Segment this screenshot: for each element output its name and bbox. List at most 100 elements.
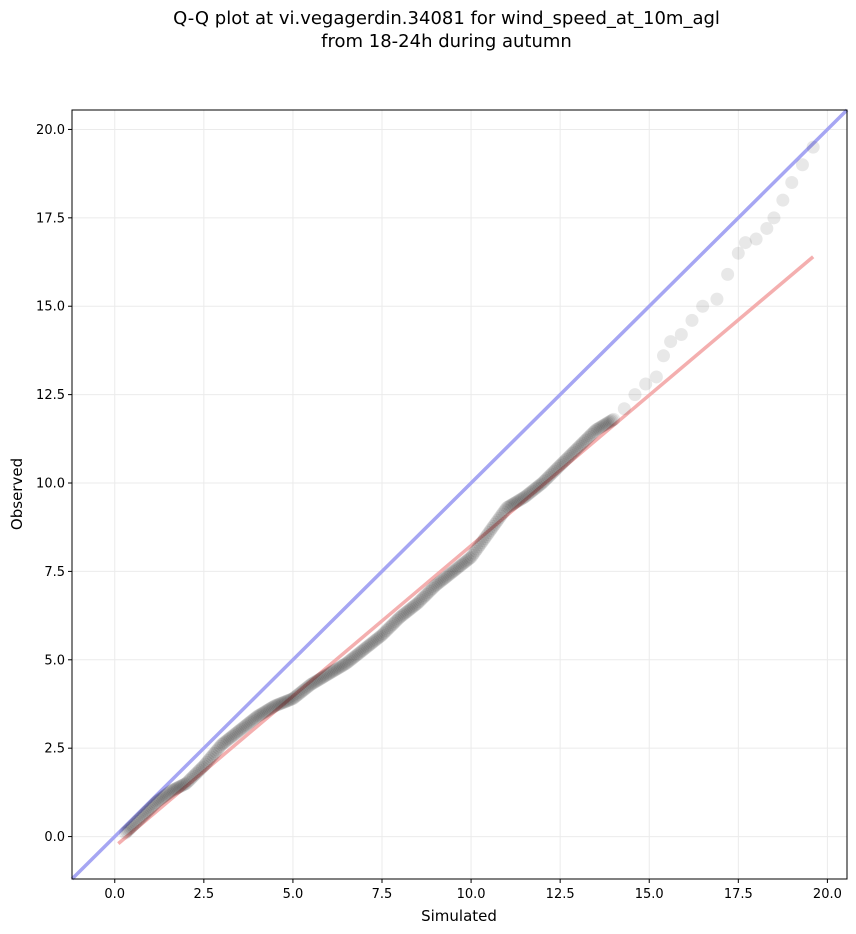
data-point [420,587,434,601]
data-point [264,701,278,715]
data-point [136,808,150,822]
data-point [172,780,186,794]
data-point [314,671,328,685]
data-point [409,597,423,611]
data-point [339,656,353,670]
data-point [685,313,699,327]
data-point [215,738,229,752]
x-tick-label: 7.5 [372,887,393,902]
x-axis-label: Simulated [421,907,497,925]
data-point [528,482,542,496]
data-point [222,732,236,746]
data-point [473,538,487,552]
data-point [323,666,337,680]
data-point [437,571,451,585]
data-point [461,553,475,567]
data-point [160,787,174,801]
data-point [359,641,373,655]
data-point [371,632,385,646]
data-point [244,714,258,728]
data-point [278,695,292,709]
data-point [418,589,432,603]
data-point [525,484,539,498]
data-point [138,807,152,821]
data-point [292,687,306,701]
data-point [512,494,526,508]
data-point [350,648,364,662]
data-point [228,727,242,741]
y-tick-label: 15.0 [36,300,65,315]
data-point [738,236,752,250]
data-point [146,798,160,812]
x-tick-label: 10.0 [457,887,486,902]
data-point [311,673,325,687]
data-point [130,814,144,828]
data-point [384,619,398,633]
data-point [411,596,425,610]
data-point [368,634,382,648]
data-point [333,660,347,674]
data-point [598,418,612,432]
data-point [142,803,156,817]
data-point [501,500,515,514]
data-point [442,568,456,582]
data-point [664,335,678,349]
data-point [241,716,255,730]
data-point [562,449,576,463]
data-point [378,625,392,639]
data-point [540,472,554,486]
data-point [310,674,324,688]
data-point [168,782,182,796]
data-point [329,663,343,677]
data-point [467,546,481,560]
data-point [617,402,631,416]
data-point [569,442,583,456]
data-point [341,655,355,669]
data-point [129,816,143,830]
data-point [183,772,197,786]
data-point [491,513,505,527]
data-point [584,427,598,441]
data-point [325,665,339,679]
data-point [189,766,203,780]
y-tick-label: 17.5 [36,211,65,226]
data-point [428,579,442,593]
data-point [206,748,220,762]
data-point [425,581,439,595]
data-point [221,733,235,747]
data-point [605,413,619,427]
data-point [575,436,589,450]
data-point [476,534,490,548]
data-point [466,548,480,562]
data-point [148,797,162,811]
data-point [298,682,312,696]
data-point [186,769,200,783]
data-point [369,633,383,647]
data-point [492,511,506,525]
data-point [165,784,179,798]
data-point [572,439,586,453]
data-point [336,658,350,672]
data-point [155,791,169,805]
data-point [238,719,252,733]
data-point [500,501,514,515]
y-tick-label: 12.5 [36,388,65,403]
chart-title-line-2: from 18-24h during autumn [321,31,572,52]
data-point [374,629,388,643]
data-point [356,643,370,657]
data-point [436,573,450,587]
data-point [482,526,496,540]
data-point [194,762,208,776]
data-point [152,793,166,807]
data-point [133,811,147,825]
data-point [335,659,349,673]
data-point [480,528,494,542]
data-point [175,779,189,793]
data-point [365,636,379,650]
data-point [519,489,533,503]
data-point [316,670,330,684]
data-point [543,469,557,483]
fit-line [117,255,815,845]
data-point [305,677,319,691]
data-point [455,557,469,571]
